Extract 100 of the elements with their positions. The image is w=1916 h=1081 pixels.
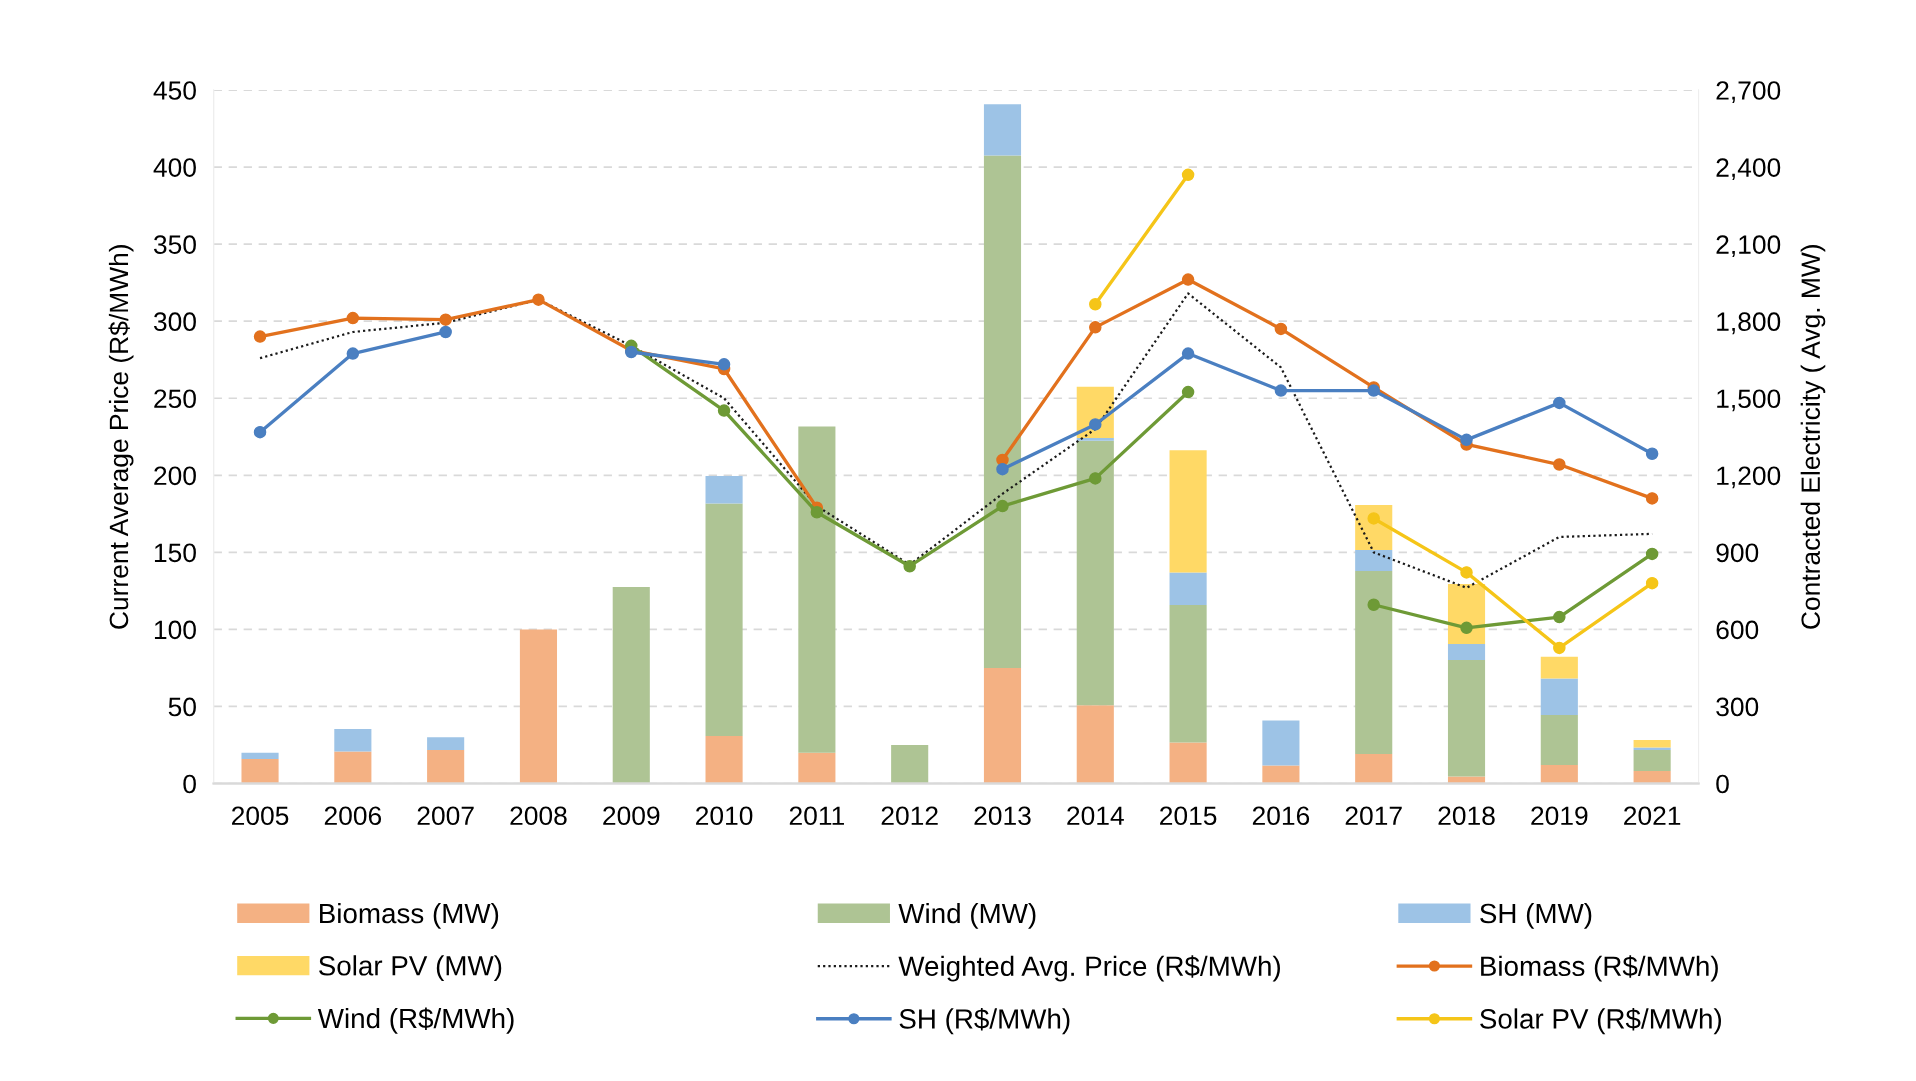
point	[1553, 641, 1566, 655]
bar	[983, 104, 1022, 156]
bar	[334, 751, 372, 784]
point	[717, 404, 731, 417]
bar	[1169, 605, 1207, 743]
y-tick-label: 50	[168, 697, 196, 717]
bar	[1076, 438, 1114, 441]
y2-tick-label: 1,200	[1717, 466, 1781, 489]
point	[532, 293, 545, 306]
y2-tick-label: 2,700	[1716, 81, 1781, 103]
bar	[519, 629, 558, 784]
y-tick-label: 0	[183, 774, 196, 794]
y-tick-label: 250	[154, 389, 196, 409]
bar	[705, 735, 743, 784]
bar	[1447, 644, 1486, 660]
bar	[705, 503, 743, 736]
point	[1089, 321, 1102, 334]
y-tick-label: 400	[153, 158, 196, 177]
bar	[705, 476, 743, 504]
point	[439, 313, 452, 326]
bar	[983, 667, 1022, 784]
bar	[798, 752, 836, 784]
x-tick-label: 2006	[324, 806, 382, 826]
bar	[241, 752, 279, 760]
point	[1553, 396, 1566, 410]
bar	[1540, 678, 1578, 715]
point	[1181, 168, 1195, 182]
x-tick-label: 2010	[696, 806, 753, 826]
bar	[798, 426, 836, 753]
x-tick-label: 2011	[789, 806, 844, 826]
point	[1367, 512, 1380, 525]
bar	[1076, 705, 1114, 784]
y2-tick-label: 300	[1716, 697, 1759, 717]
point	[717, 358, 731, 371]
y2-tick-label: 1,800	[1717, 312, 1781, 335]
x-tick-label: 2015	[1160, 806, 1217, 826]
y2-tick-label: 0	[1716, 774, 1729, 794]
point	[1553, 458, 1566, 471]
point	[1274, 384, 1288, 397]
bar	[1169, 572, 1207, 606]
bar	[1169, 742, 1207, 784]
bar	[427, 737, 465, 751]
y2-tick-label: 1,500	[1717, 389, 1781, 412]
bar	[1540, 765, 1578, 784]
point	[1181, 273, 1195, 286]
y-tick-label: 150	[154, 543, 196, 563]
bar	[891, 744, 929, 784]
y-tick-label: 350	[153, 235, 196, 254]
legend-label: Wind (MW)	[898, 902, 1036, 929]
point	[346, 311, 360, 325]
point	[1181, 347, 1195, 360]
bar	[1076, 440, 1114, 706]
y2-tick-label: 2,400	[1716, 158, 1781, 181]
x-tick-label: 2014	[1067, 806, 1124, 826]
x-tick-label: 2017	[1345, 806, 1402, 826]
y-tick-label: 450	[153, 81, 196, 100]
bar	[1633, 740, 1671, 748]
x-tick-label: 2007	[417, 806, 474, 826]
legend-label: SH (MW)	[1480, 902, 1592, 929]
y-axis-title: Current Average Price (R$/MWh)	[108, 245, 134, 629]
bar	[1169, 450, 1207, 573]
bar	[241, 759, 279, 784]
legend-label: Solar PV (MW)	[319, 955, 502, 982]
x-tick-label: 2019	[1531, 806, 1588, 826]
point	[810, 506, 824, 519]
point	[1460, 566, 1473, 579]
point	[1645, 576, 1659, 590]
legend-label: Biomass (R$/MWh)	[1481, 955, 1718, 982]
point	[439, 325, 452, 339]
x-tick-label: 2005	[232, 806, 289, 826]
point	[1089, 472, 1102, 485]
x-tick-label: 2012	[881, 806, 938, 826]
bar	[1262, 720, 1300, 766]
bar	[612, 587, 650, 784]
legend-label: SH (R$/MWh)	[899, 1007, 1070, 1035]
bar	[1540, 714, 1578, 766]
point	[253, 330, 267, 343]
y2-tick-label: 2,100	[1716, 235, 1781, 258]
bar	[1540, 656, 1578, 679]
point	[346, 347, 360, 360]
bar	[427, 750, 465, 784]
y-tick-label: 100	[154, 620, 196, 640]
bar	[983, 155, 1022, 668]
legend-label: Weighted Avg. Price (R$/MWh)	[898, 955, 1280, 982]
point	[996, 462, 1009, 476]
point	[253, 425, 267, 439]
bar	[1355, 753, 1393, 784]
legend-label: Wind (R$/MWh)	[317, 1007, 514, 1034]
point	[996, 499, 1009, 513]
bar	[1447, 659, 1486, 777]
bar	[1355, 571, 1393, 754]
point	[1645, 547, 1659, 561]
legend-label: Solar PV (R$/MWh)	[1480, 1007, 1721, 1035]
point	[1274, 322, 1288, 336]
point	[1089, 418, 1102, 431]
x-tick-label: 2009	[603, 806, 660, 826]
x-tick-label: 2018	[1438, 806, 1495, 826]
point	[1181, 385, 1195, 399]
bar	[1633, 750, 1671, 771]
x-tick-label: 2008	[510, 806, 567, 826]
